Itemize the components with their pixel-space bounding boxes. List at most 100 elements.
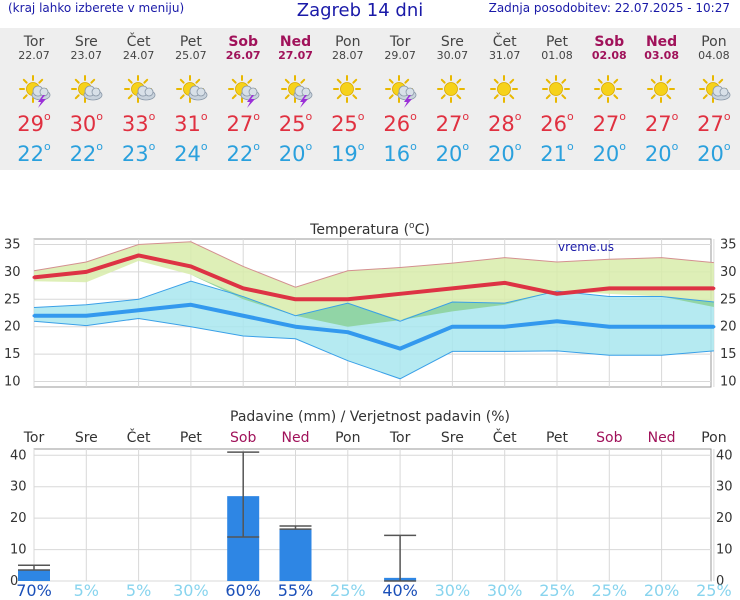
x-tick-label: Tor bbox=[23, 430, 45, 446]
plot-area bbox=[33, 448, 712, 582]
y-tick-label-right: 35 bbox=[720, 237, 737, 252]
series-max-point bbox=[450, 286, 454, 290]
watermark: vreme.us bbox=[558, 240, 614, 254]
max-temp: 26o bbox=[383, 110, 417, 136]
day-column: Tor 22.07 bbox=[8, 34, 60, 62]
x-tick-label: Sre bbox=[441, 430, 464, 446]
probability-label: 25% bbox=[539, 581, 575, 597]
probability-label: 55% bbox=[278, 581, 314, 597]
sun-cloud-icon bbox=[115, 73, 167, 107]
x-tick-label: Čet bbox=[493, 428, 517, 446]
series-min-point bbox=[712, 325, 716, 329]
series-max-point bbox=[398, 292, 402, 296]
min-temp: 22o bbox=[226, 140, 260, 166]
range-edge-line bbox=[33, 280, 714, 322]
probability-label: 70% bbox=[16, 581, 52, 597]
y-tick-label: 40 bbox=[10, 448, 27, 463]
min-temp: 16o bbox=[383, 140, 417, 166]
day-column: Ned 03.08 bbox=[636, 34, 688, 62]
day-date: 30.07 bbox=[436, 49, 469, 62]
page-title: Zagreb 14 dni bbox=[296, 0, 424, 21]
sun-cloud-lightning-icon bbox=[272, 73, 324, 108]
x-tick-label: Sob bbox=[230, 430, 256, 446]
chart-title: Temperatura (oC) bbox=[309, 221, 430, 238]
day-date: 25.07 bbox=[175, 49, 207, 62]
x-tick-label: Pon bbox=[335, 430, 360, 446]
max-temp: 28o bbox=[487, 110, 522, 136]
series-max-point bbox=[189, 264, 193, 268]
sun-cloud-lightning-icon bbox=[219, 73, 271, 108]
day-column: Sob 02.08 bbox=[583, 34, 635, 62]
y-tick-label: 15 bbox=[4, 347, 21, 362]
probability-label: 30% bbox=[173, 581, 209, 597]
y-tick-label: 35 bbox=[4, 237, 21, 252]
day-date: 22.07 bbox=[18, 49, 50, 62]
y-tick-label: 25 bbox=[4, 292, 21, 307]
max-temp: 33o bbox=[121, 110, 156, 136]
series-max-point bbox=[84, 270, 88, 274]
x-tick-label: Sre bbox=[75, 430, 98, 446]
min-temp: 20o bbox=[487, 140, 522, 166]
series-min-point bbox=[189, 303, 193, 307]
sun-cloud-icon bbox=[62, 73, 114, 107]
series-min-line bbox=[34, 302, 714, 351]
y-tick-label-right: 15 bbox=[720, 347, 737, 362]
series-min-point bbox=[607, 325, 611, 329]
series-min-point bbox=[660, 325, 664, 329]
day-date: 04.08 bbox=[698, 49, 730, 62]
day-name: Čet bbox=[492, 34, 517, 50]
series-max-point bbox=[346, 297, 350, 301]
day-name: Sob bbox=[594, 34, 625, 50]
min-temp: 21o bbox=[540, 140, 574, 166]
day-column: Pet 25.07 bbox=[165, 34, 217, 62]
max-temp: 30o bbox=[69, 110, 104, 136]
chart-title: Padavine (mm) / Verjetnost padavin (%) bbox=[230, 409, 510, 425]
sun-icon bbox=[481, 73, 533, 107]
min-temp: 22o bbox=[17, 140, 51, 166]
day-column: Sre 30.07 bbox=[426, 34, 478, 62]
min-temp: 23o bbox=[121, 140, 156, 166]
max-temp: 27o bbox=[435, 110, 470, 136]
min-temp: 20o bbox=[644, 140, 679, 166]
x-tick-label: Sob bbox=[596, 430, 622, 446]
day-name: Sre bbox=[440, 34, 464, 50]
max-temp: 27o bbox=[644, 110, 679, 136]
precip-bar bbox=[279, 529, 312, 581]
day-name: Pet bbox=[179, 34, 202, 50]
day-date: 27.07 bbox=[278, 49, 313, 62]
probability-label: 60% bbox=[225, 581, 261, 597]
min-temp: 20o bbox=[592, 140, 627, 166]
day-name: Pon bbox=[701, 34, 727, 50]
day-date: 03.08 bbox=[644, 49, 679, 62]
min-temp: 20o bbox=[278, 140, 313, 166]
x-tick-label: Ned bbox=[282, 430, 310, 446]
range-edge-line bbox=[33, 241, 714, 288]
day-name: Ned bbox=[645, 34, 678, 50]
min-temp: 20o bbox=[697, 140, 731, 166]
x-tick-label: Pon bbox=[701, 430, 726, 446]
day-date: 26.07 bbox=[225, 49, 261, 62]
y-tick-label-right: 20 bbox=[720, 320, 737, 335]
sun-cloud-icon bbox=[167, 73, 219, 107]
max-range-band bbox=[34, 241, 714, 327]
series-min-point bbox=[137, 308, 141, 312]
y-tick-label: 10 bbox=[10, 543, 27, 558]
sun-icon bbox=[585, 73, 637, 107]
day-column: Sre 23.07 bbox=[60, 34, 112, 62]
day-column: Čet 24.07 bbox=[113, 34, 165, 62]
max-temp: 31o bbox=[174, 110, 208, 136]
day-name: Sre bbox=[74, 34, 98, 50]
x-tick-label: Pet bbox=[180, 430, 203, 446]
day-column: Pon 28.07 bbox=[322, 34, 374, 62]
y-tick-label-right: 20 bbox=[716, 511, 733, 526]
y-tick-label: 10 bbox=[4, 375, 21, 390]
max-temp: 27o bbox=[226, 110, 260, 136]
series-min-point bbox=[84, 314, 88, 318]
temperature-chart: Temperatura (oC) 35 35 30 30 25 25 20 20 15 15 10 10… bbox=[4, 221, 737, 390]
location-hint: (kraj lahko izberete v meniju) bbox=[8, 1, 185, 15]
precipitation-chart: Padavine (mm) / Verjetnost padavin (%) 40… bbox=[10, 409, 733, 597]
y-tick-label: 20 bbox=[10, 511, 27, 526]
max-temp: 26o bbox=[540, 110, 574, 136]
sun-cloud-lightning-icon bbox=[10, 73, 62, 108]
probability-label: 25% bbox=[696, 581, 732, 597]
